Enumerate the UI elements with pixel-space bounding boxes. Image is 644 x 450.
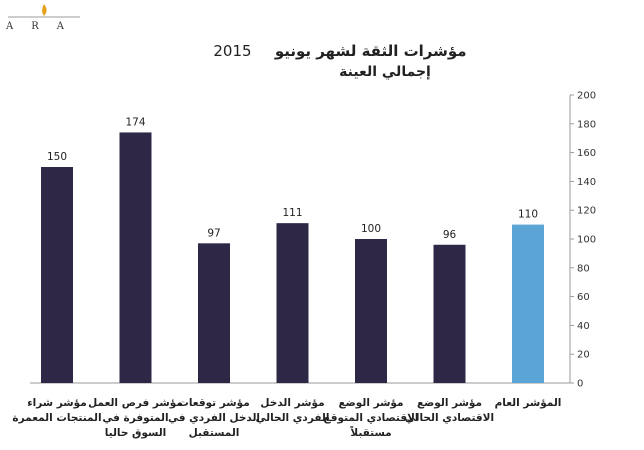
data-label: 174 (125, 116, 145, 128)
flame-icon (42, 4, 47, 16)
data-label: 100 (361, 223, 381, 235)
data-label: 110 (518, 209, 538, 221)
y-tick-label: 120 (577, 206, 596, 217)
y-tick-label: 80 (577, 263, 590, 274)
bar (198, 243, 230, 383)
category-label: مؤشر توقعات الدخل الفردي في المستقبل (168, 397, 260, 439)
bar (119, 132, 152, 383)
data-label: 150 (47, 151, 67, 163)
chart-title-block: مؤشرات الثقة لشهر يونيو 2015 إجمالي العي… (200, 42, 480, 80)
bar (433, 244, 466, 383)
y-tick-label: 20 (577, 350, 590, 361)
ara-logo: ARA (5, 4, 82, 32)
chart-title-year: 2015 (213, 42, 252, 60)
data-label: 111 (282, 207, 302, 219)
data-label: 97 (207, 227, 220, 239)
y-tick-label: 180 (577, 119, 596, 130)
y-tick-label: 200 (577, 91, 596, 102)
category-label: المؤشر العام (494, 397, 562, 409)
bar (276, 223, 309, 383)
chart-subtitle: إجمالي العينة (339, 64, 431, 80)
y-tick-label: 100 (577, 235, 596, 246)
category-label: مؤشر الدخل الفردي الحالي (255, 397, 330, 424)
y-tick-label: 0 (577, 379, 583, 390)
category-label: مؤشر شراء المنتجات المعمرة (12, 397, 102, 424)
y-tick-label: 160 (577, 148, 596, 159)
category-label: مؤشر الوضع الاقتصادي المتوقع مستقبلاً (323, 397, 419, 439)
chart-title: مؤشرات الثقة لشهر يونيو (274, 42, 467, 60)
y-tick-label: 60 (577, 292, 590, 303)
bar (41, 167, 73, 383)
data-label: 96 (443, 229, 457, 241)
category-label: مؤشر الوضع الاقتصادي الحالي (404, 397, 495, 424)
bar (512, 224, 544, 383)
y-tick-label: 40 (577, 321, 590, 332)
logo-text: ARA (5, 21, 82, 32)
y-tick-label: 140 (577, 177, 596, 188)
category-label: مؤشر فرص العمل المتوفرة في السوق حاليا (88, 397, 183, 439)
bar (355, 239, 387, 383)
